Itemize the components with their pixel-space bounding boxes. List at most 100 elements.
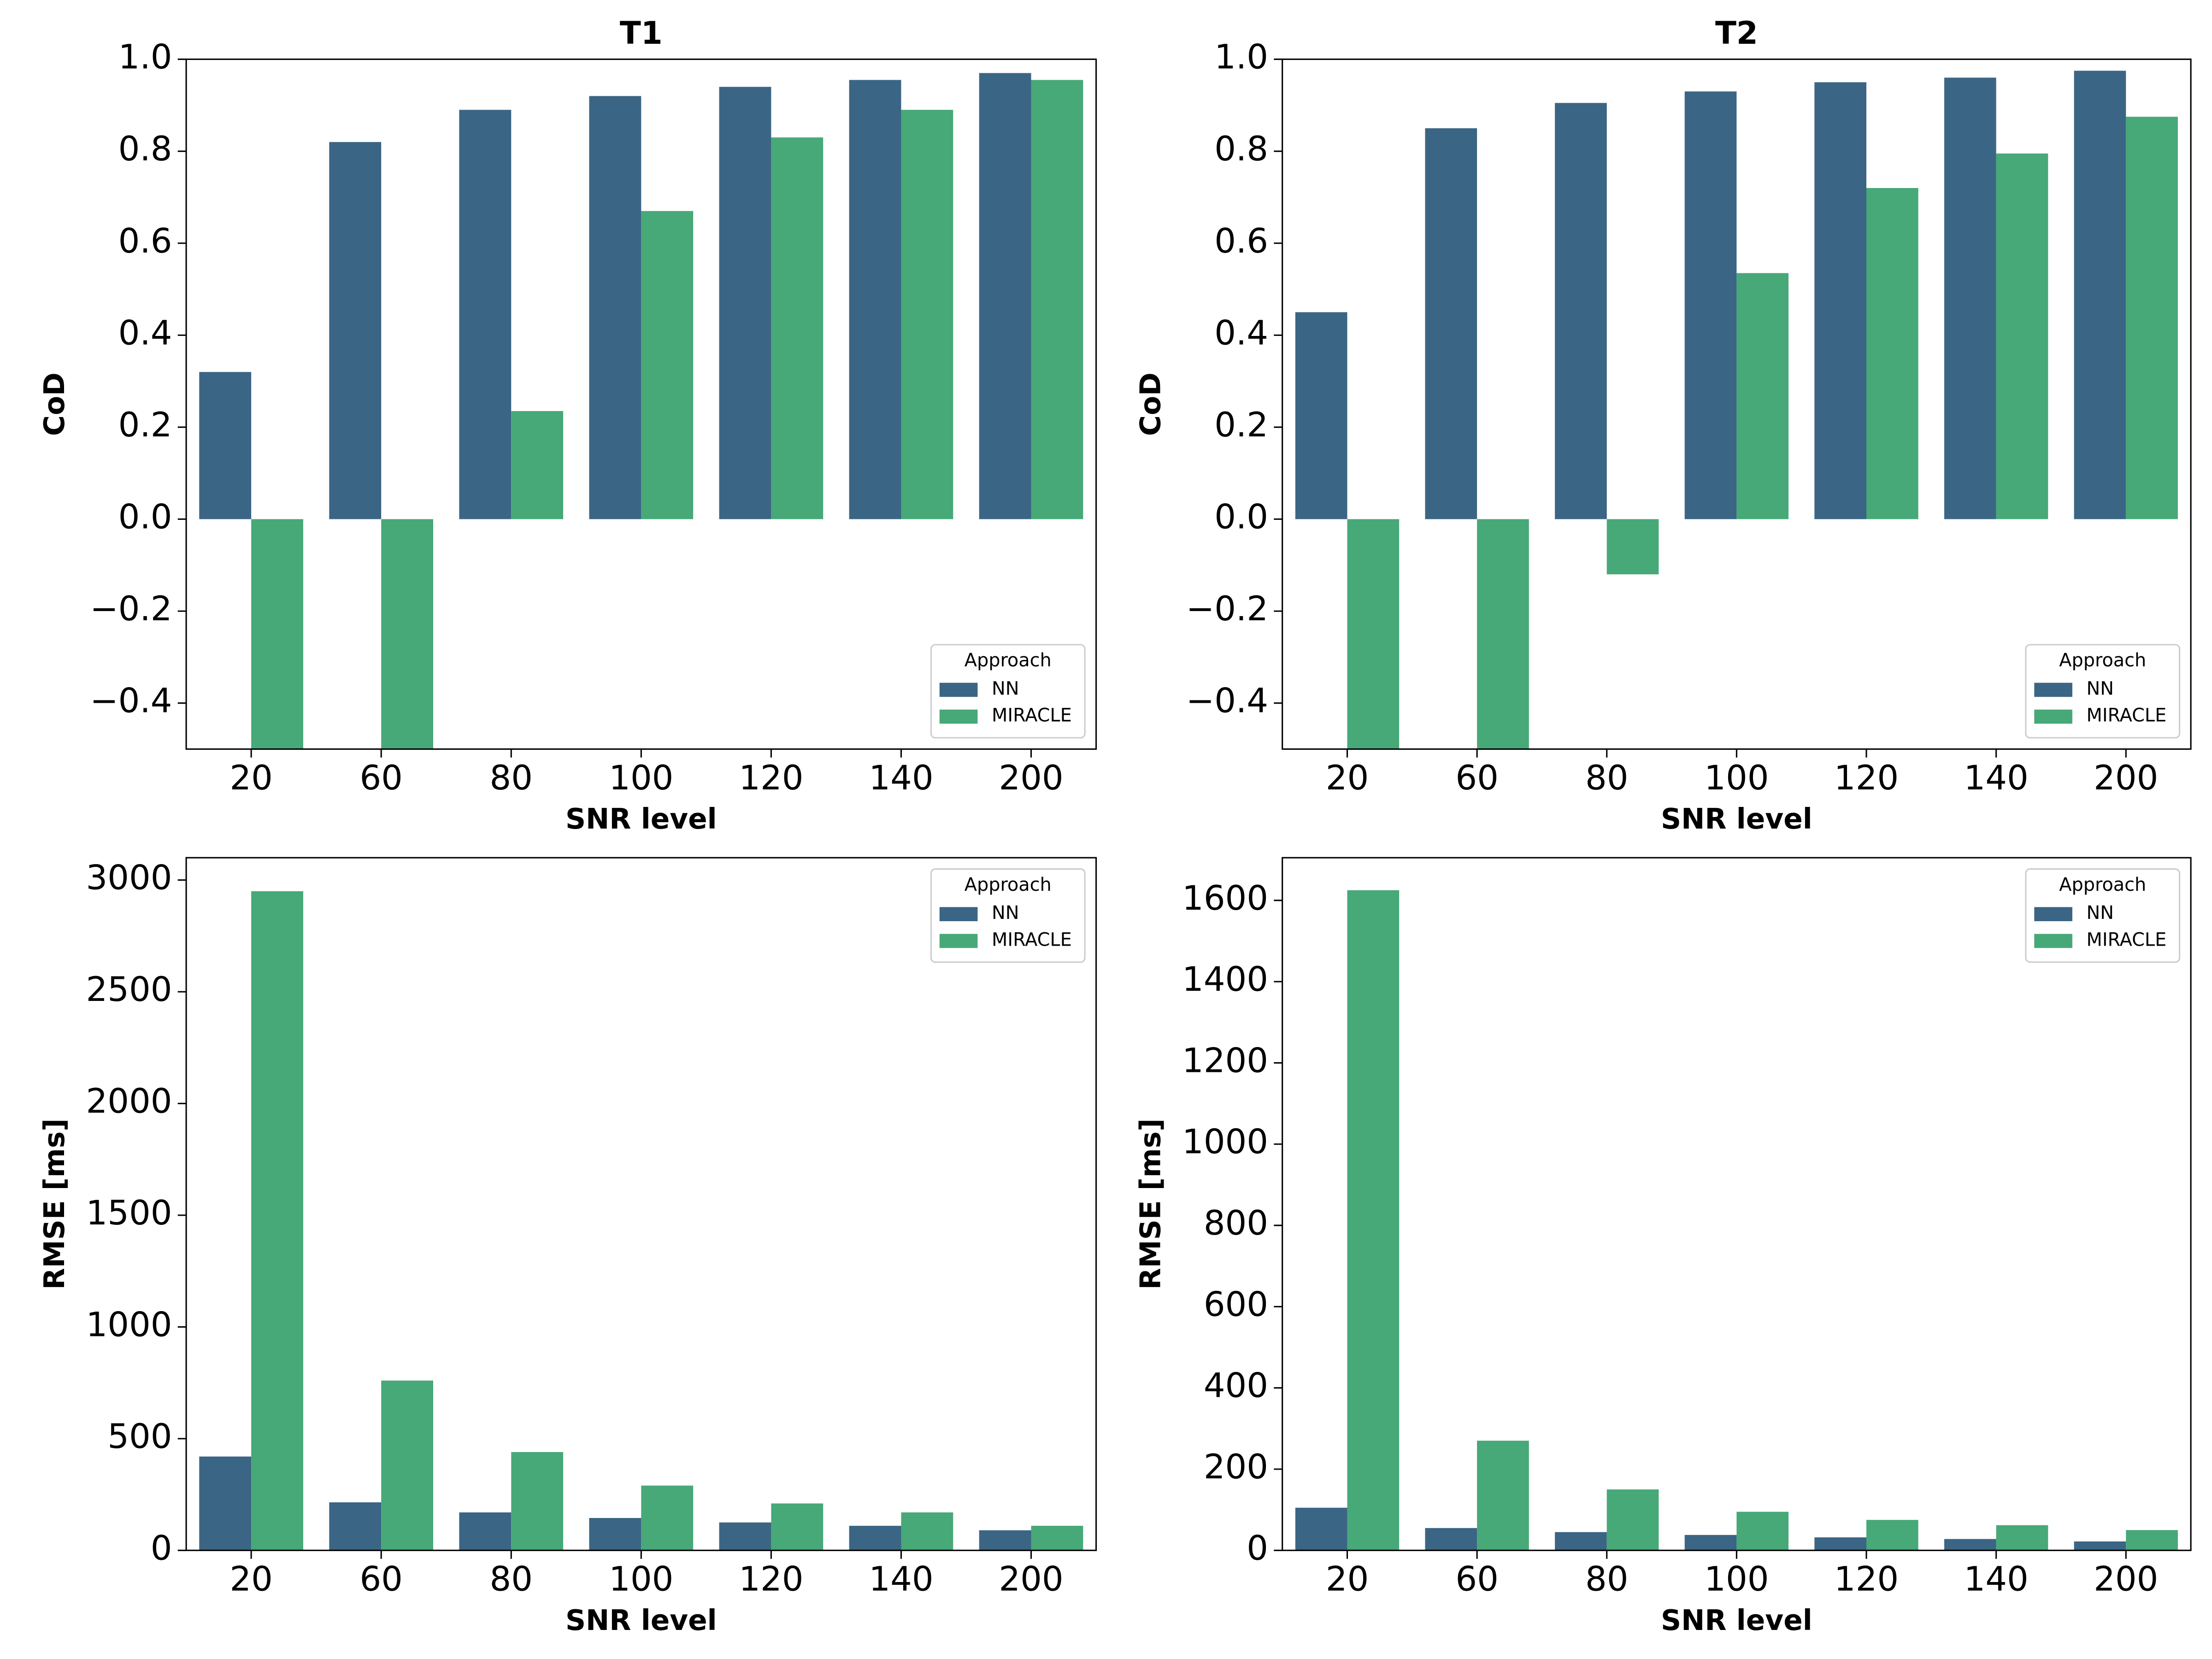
y-tick-label: −0.2 [1186, 589, 1268, 629]
bar [199, 1456, 252, 1551]
bar [511, 1452, 564, 1551]
y-tick-label: 800 [1204, 1204, 1268, 1243]
y-tick-label: 0.6 [1214, 222, 1268, 261]
subplot: −0.4 −0.2 0.0 0.2 0.4 0.6 0.8 1.0 20 60 80 100 120 14… [1135, 15, 2192, 835]
legend-swatch [2034, 682, 2072, 697]
bar [511, 411, 564, 519]
x-tick-label: 100 [1704, 1560, 1769, 1599]
bars [199, 891, 1083, 1551]
legend-title: Approach [2059, 874, 2146, 895]
legend-label: NN [2087, 902, 2114, 924]
x-tick-label: 120 [1834, 759, 1899, 798]
bar [1736, 1512, 1789, 1551]
y-tick-label: 0.2 [1214, 406, 1268, 445]
x-tick-label: 80 [1585, 1560, 1628, 1599]
y-tick-label: 600 [1204, 1285, 1268, 1324]
x-tick-label: 120 [1834, 1560, 1899, 1599]
x-tick-label: 80 [1585, 759, 1628, 798]
x-tick-label: 200 [999, 759, 1063, 798]
bar [251, 519, 303, 749]
bar [1031, 1525, 1083, 1551]
x-tick-label: 100 [1704, 759, 1769, 798]
y-tick-label: 2500 [86, 970, 172, 1009]
y-tick-label: 1500 [86, 1194, 172, 1233]
y-tick-label: 0.4 [1214, 313, 1268, 353]
bar [1031, 80, 1083, 519]
x-tick-label: 200 [999, 1560, 1063, 1599]
y-tick-label: 0.8 [118, 129, 172, 169]
x-tick-label: 200 [2094, 1560, 2158, 1599]
bar [1477, 1441, 1529, 1551]
subplot: 0 500 1000 1500 2000 2500 3000 20 60 80 100 120 140 2… [38, 857, 1097, 1637]
plot-frame [185, 857, 1097, 1551]
legend-label: MIRACLE [2087, 929, 2167, 950]
chart-title: T2 [1715, 15, 1758, 51]
x-tick-label: 140 [1964, 759, 2029, 798]
bar [2074, 71, 2126, 519]
subplot: 0 200 400 600 800 1000 1200 1400 1600 20 60 80 100 12… [1135, 857, 2192, 1637]
bar [1814, 82, 1866, 519]
y-tick-label: 0.0 [118, 498, 172, 537]
legend-swatch [2034, 709, 2072, 724]
x-tick-label: 60 [359, 1560, 402, 1599]
bar [979, 73, 1031, 519]
bar [1555, 103, 1607, 519]
x-tick-label: 60 [359, 759, 402, 798]
y-tick-label: 0 [151, 1529, 172, 1568]
y-tick-label: 0 [1247, 1529, 1268, 1568]
y-tick-label: 1.0 [1214, 38, 1268, 77]
legend: Approach NN MIRACLE [930, 868, 1086, 963]
bar [1347, 890, 1400, 1551]
bar [1814, 1537, 1866, 1551]
bar [381, 1380, 434, 1551]
x-tick-label: 100 [609, 759, 673, 798]
legend-label: NN [992, 678, 1019, 699]
x-tick-label: 100 [609, 1560, 673, 1599]
y-tick-label: 1000 [86, 1305, 172, 1344]
bar [1425, 128, 1477, 519]
bar [1295, 312, 1347, 519]
x-axis-label: SNR level [1661, 803, 1812, 835]
x-tick-label: 140 [1964, 1560, 2029, 1599]
y-axis-label: RMSE [ms] [1135, 1118, 1167, 1289]
bar [199, 372, 252, 519]
legend: Approach NN MIRACLE [2025, 868, 2181, 963]
x-tick-label: 60 [1455, 1560, 1498, 1599]
y-tick-label: 1400 [1182, 960, 1268, 999]
x-tick-label: 80 [490, 759, 533, 798]
x-tick-label: 200 [2094, 759, 2158, 798]
bar [1866, 188, 1918, 519]
legend-label: MIRACLE [992, 705, 1072, 726]
y-axis-label: RMSE [ms] [38, 1118, 71, 1289]
bar [251, 891, 303, 1551]
legend-swatch [2034, 907, 2072, 921]
plot-frame [1282, 857, 2192, 1551]
bar [381, 519, 434, 749]
bar [1555, 1532, 1607, 1551]
bar [719, 87, 771, 519]
legend-label: MIRACLE [992, 929, 1072, 950]
bar [1944, 77, 1996, 519]
legend-label: MIRACLE [2087, 705, 2167, 726]
legend-swatch [939, 934, 978, 948]
y-tick-label: −0.4 [90, 682, 172, 721]
y-tick-label: −0.4 [1186, 682, 1268, 721]
x-tick-label: 20 [229, 1560, 272, 1599]
x-tick-label: 60 [1455, 759, 1498, 798]
bar [589, 96, 641, 519]
bar [459, 1512, 512, 1551]
bar [1866, 1520, 1918, 1551]
bars [1295, 71, 2178, 749]
bar [1736, 273, 1789, 519]
legend-title: Approach [965, 650, 1052, 671]
bar [1996, 153, 2048, 519]
y-tick-label: −0.2 [90, 589, 172, 629]
bar [849, 1525, 901, 1551]
bar [2126, 1530, 2178, 1551]
bar [641, 1485, 694, 1551]
legend: Approach NN MIRACLE [2025, 644, 2181, 739]
legend-swatch [2034, 934, 2072, 948]
bar [901, 1512, 953, 1551]
x-axis-label: SNR level [565, 803, 717, 835]
